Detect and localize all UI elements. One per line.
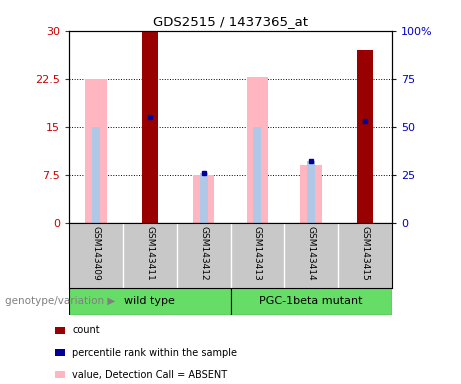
Text: PGC-1beta mutant: PGC-1beta mutant (260, 296, 363, 306)
Text: GSM143411: GSM143411 (145, 226, 154, 281)
Bar (69, 288, 230, 315)
Bar (254, 127, 261, 223)
Text: GSM143412: GSM143412 (199, 226, 208, 281)
Bar (85, 79, 107, 223)
Bar (301, 165, 322, 223)
Title: GDS2515 / 1437365_at: GDS2515 / 1437365_at (153, 15, 308, 28)
Text: GSM143414: GSM143414 (307, 226, 316, 281)
Bar (357, 50, 373, 223)
Text: wild type: wild type (124, 296, 175, 306)
Text: GSM143409: GSM143409 (92, 226, 100, 281)
Text: value, Detection Call = ABSENT: value, Detection Call = ABSENT (72, 370, 227, 380)
Bar (307, 161, 315, 223)
Bar (247, 77, 268, 223)
Text: GSM143413: GSM143413 (253, 226, 262, 281)
Bar (193, 175, 214, 223)
Bar (146, 117, 154, 223)
Bar (361, 121, 369, 223)
Text: genotype/variation ▶: genotype/variation ▶ (5, 296, 115, 306)
Bar (200, 173, 207, 223)
Bar (142, 32, 158, 223)
Bar (230, 288, 392, 315)
Text: count: count (72, 325, 100, 335)
Text: GSM143415: GSM143415 (361, 226, 369, 281)
Text: percentile rank within the sample: percentile rank within the sample (72, 348, 237, 358)
Bar (92, 127, 100, 223)
